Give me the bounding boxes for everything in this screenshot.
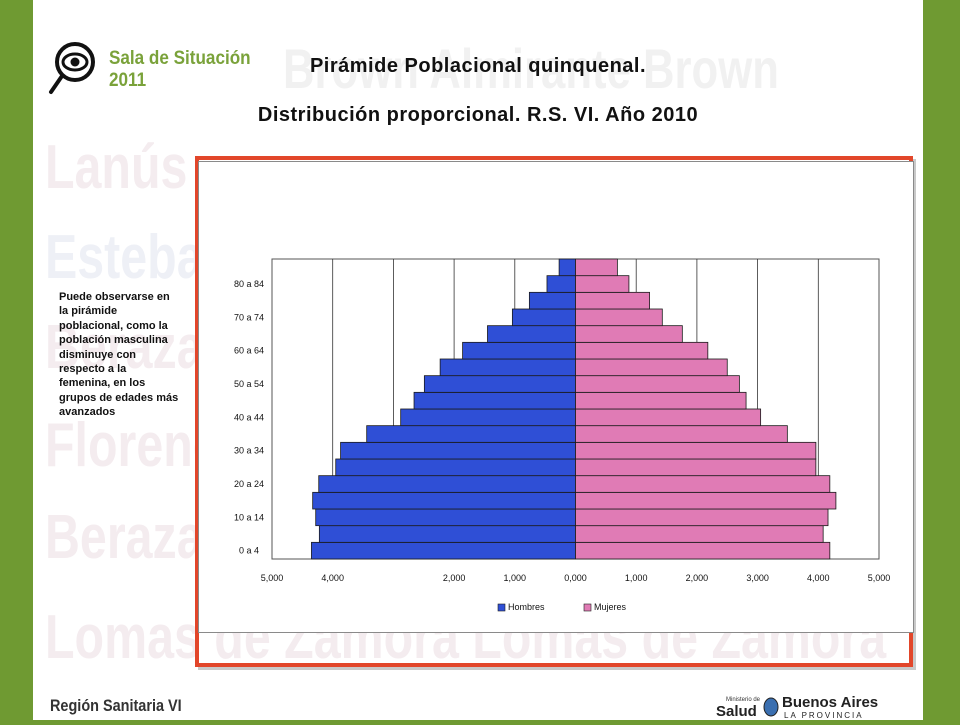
bar-mujeres <box>575 525 824 543</box>
bar-hombres <box>558 258 576 277</box>
bar-hombres <box>312 491 576 510</box>
bar-hombres <box>335 458 576 477</box>
bar-hombres <box>546 275 576 293</box>
bar-mujeres <box>575 541 831 560</box>
y-tick-label: 50 a 54 <box>234 379 264 389</box>
ministry-logo: Ministerio de Salud Buenos Aires LA PROV… <box>714 692 914 720</box>
watermark-beraza: Beraza <box>45 313 204 382</box>
bar-mujeres <box>575 341 709 360</box>
bar-mujeres <box>575 308 663 327</box>
x-tick-label: 5,000 <box>261 573 284 583</box>
legend-swatch-mujeres <box>583 603 592 612</box>
bar-mujeres <box>575 375 740 393</box>
bar-mujeres <box>575 458 817 477</box>
x-tick-label: 3,000 <box>746 573 769 583</box>
bar-hombres <box>528 291 576 310</box>
x-tick-label: 5,000 <box>868 573 891 583</box>
legend-swatch-hombres <box>497 603 506 612</box>
bar-mujeres <box>575 508 829 527</box>
y-tick-label: 10 a 14 <box>234 512 264 522</box>
y-tick-label: 20 a 24 <box>234 479 264 489</box>
ministry-big: Salud <box>716 703 757 720</box>
population-pyramid-chart: 5,000 4,000 2,000 1,000 0,000 1,000 2,000 3,000… <box>234 258 891 612</box>
eye-magnifier-icon <box>49 42 95 94</box>
x-tick-label: 4,000 <box>807 573 830 583</box>
bar-mujeres <box>575 491 837 510</box>
bar-mujeres <box>575 291 650 310</box>
side-note: Puede observarse en la pirámide poblacio… <box>59 291 179 419</box>
bar-mujeres <box>575 441 817 460</box>
footer-region: Región Sanitaria VI <box>50 696 182 715</box>
bar-hombres <box>366 425 576 443</box>
province-small: LA PROVINCIA <box>784 711 864 720</box>
y-tick-label: 0 a 4 <box>239 546 259 556</box>
chart-panel: 5,000 4,000 2,000 1,000 0,000 1,000 2,000 3,000… <box>198 161 914 633</box>
bar-hombres <box>487 325 576 343</box>
bar-mujeres <box>575 258 618 277</box>
y-tick-label: 30 a 34 <box>234 446 264 456</box>
ministry-small: Ministerio de <box>726 697 761 703</box>
x-tick-label: 1,000 <box>625 573 648 583</box>
bar-hombres <box>318 525 576 543</box>
bar-hombres <box>413 391 576 410</box>
bar-mujeres <box>575 358 728 377</box>
bar-hombres <box>318 475 576 493</box>
chart-subtitle: Distribución proporcional. R.S. VI. Año … <box>257 104 699 126</box>
bar-mujeres <box>575 475 831 493</box>
legend-label-mujeres: Mujeres <box>594 602 627 612</box>
x-tick-label: 2,000 <box>443 573 466 583</box>
legend-label-hombres: Hombres <box>508 602 545 612</box>
chart-title: Pirámide Poblacional quinquenal. <box>309 55 647 77</box>
bar-hombres <box>340 441 576 460</box>
bar-mujeres <box>575 275 630 293</box>
bar-mujeres <box>575 425 788 443</box>
bar-hombres <box>511 308 576 327</box>
bar-hombres <box>311 541 576 560</box>
province-seal-icon <box>763 697 779 717</box>
x-tick-label: 1,000 <box>504 573 527 583</box>
x-tick-label: 4,000 <box>321 573 344 583</box>
y-tick-label: 80 a 84 <box>234 279 264 289</box>
bar-mujeres <box>575 325 683 343</box>
y-tick-label: 60 a 64 <box>234 346 264 356</box>
brand-logo: Sala de Situación 2011 <box>47 40 307 96</box>
y-tick-label: 40 a 44 <box>234 412 264 422</box>
x-tick-label: 2,000 <box>686 573 709 583</box>
bar-hombres <box>423 375 576 393</box>
y-tick-label: 70 a 74 <box>234 312 264 322</box>
bar-hombres <box>400 408 576 427</box>
bar-mujeres <box>575 391 747 410</box>
watermark-brown: Brown Almirante Brown <box>283 37 779 100</box>
bar-hombres <box>315 508 576 527</box>
brand-name: Sala de Situación 2011 <box>109 48 251 91</box>
bar-hombres <box>439 358 576 377</box>
bar-hombres <box>462 341 576 360</box>
x-tick-label: 0,000 <box>564 573 587 583</box>
watermark-lanus: Lanús <box>45 133 188 202</box>
province-big: Buenos Aires <box>782 694 878 711</box>
bar-mujeres <box>575 408 762 427</box>
ministry-mark: Ministerio de Salud Buenos Aires LA PROV… <box>716 694 878 720</box>
